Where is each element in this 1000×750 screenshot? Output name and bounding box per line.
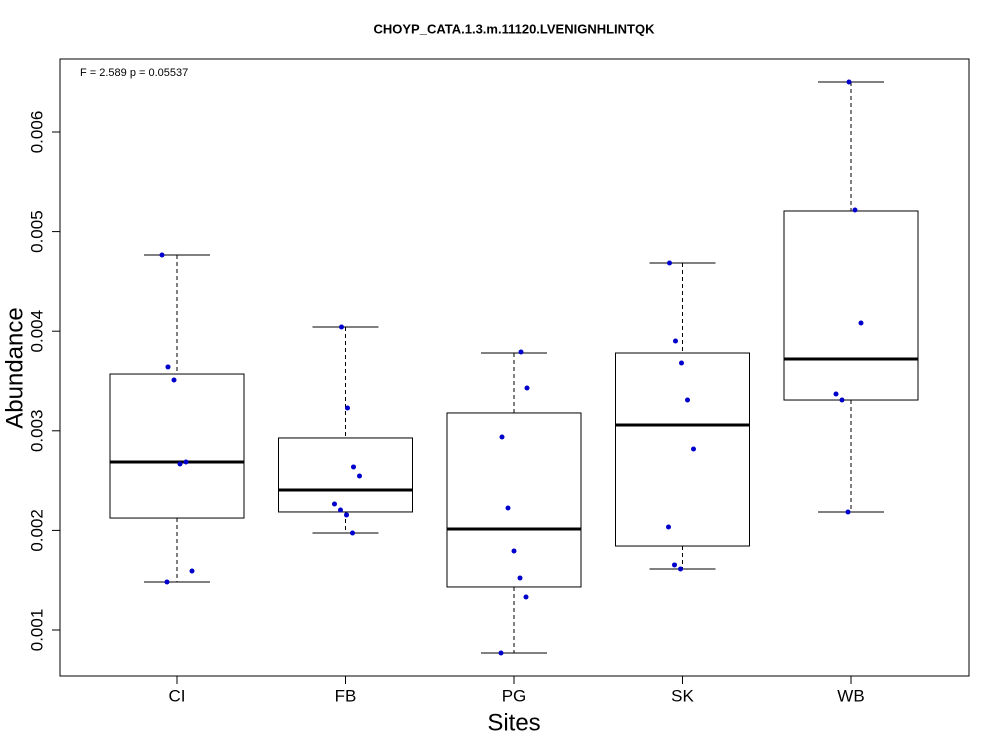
data-point <box>833 391 839 397</box>
x-tick-label: FB <box>335 686 357 705</box>
data-point <box>667 260 672 266</box>
data-point <box>679 360 684 366</box>
data-point <box>852 207 858 213</box>
y-tick-label: 0.004 <box>27 310 46 353</box>
data-point <box>685 397 690 403</box>
data-point <box>839 397 845 403</box>
data-point <box>498 650 504 656</box>
data-point <box>350 530 355 536</box>
y-axis-label: Abundance <box>1 307 28 428</box>
data-point <box>171 377 177 383</box>
data-point <box>846 79 852 85</box>
chart-title: CHOYP_CATA.1.3.m.11120.LVENIGNHLINTQK <box>373 21 655 36</box>
data-point <box>177 461 183 467</box>
x-tick-label: PG <box>502 686 527 705</box>
data-point <box>845 509 851 515</box>
annotation: F = 2.589 p = 0.05537 <box>80 67 188 79</box>
data-point <box>517 575 523 581</box>
data-point <box>357 473 362 479</box>
data-point <box>183 459 189 465</box>
box <box>446 412 582 588</box>
x-tick-label: CI <box>169 686 186 705</box>
data-point <box>518 349 524 355</box>
y-tick-label: 0.001 <box>27 609 46 652</box>
data-point <box>165 364 171 370</box>
box <box>783 210 919 401</box>
data-point <box>332 501 337 507</box>
data-point <box>338 507 343 513</box>
x-tick-label: WB <box>837 686 864 705</box>
y-tick-label: 0.002 <box>27 509 46 552</box>
y-tick-label: 0.003 <box>27 410 46 453</box>
x-tick-label: SK <box>671 686 694 705</box>
data-point <box>351 464 356 470</box>
data-point <box>189 568 195 574</box>
data-point <box>691 446 696 452</box>
data-point <box>678 566 683 572</box>
data-point <box>672 562 677 568</box>
data-point <box>523 594 529 600</box>
x-axis-label: Sites <box>487 709 540 736</box>
data-point <box>858 320 864 326</box>
data-point <box>344 512 349 518</box>
data-point <box>505 505 511 511</box>
data-point <box>673 338 678 344</box>
data-point <box>524 385 530 391</box>
data-point <box>511 548 517 554</box>
box <box>278 437 413 513</box>
y-tick-label: 0.005 <box>27 210 46 253</box>
data-point <box>499 434 505 440</box>
data-point <box>159 252 165 258</box>
data-point <box>666 524 671 530</box>
data-point <box>164 579 170 585</box>
box <box>109 373 245 519</box>
y-tick-label: 0.006 <box>27 111 46 154</box>
box <box>615 352 750 547</box>
data-point <box>345 405 350 411</box>
data-point <box>339 324 344 330</box>
